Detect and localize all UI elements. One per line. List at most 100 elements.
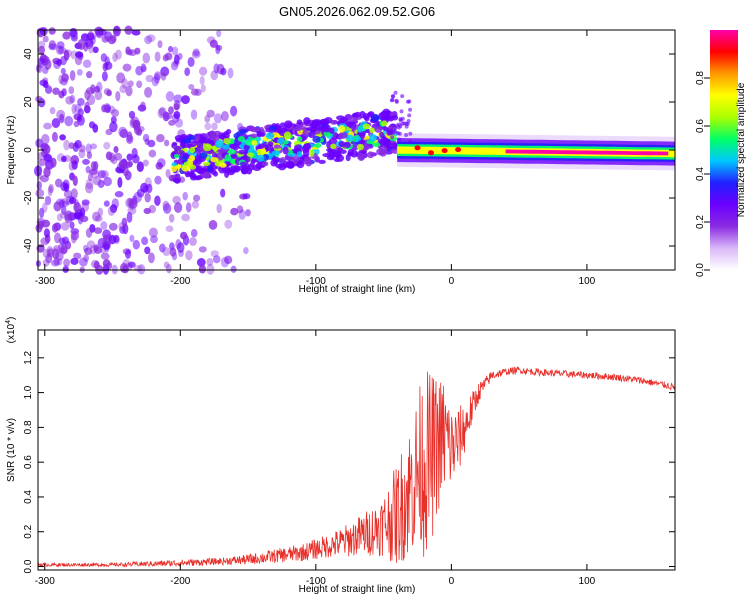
heatmap-cell [288,161,295,169]
heatmap-cell [391,94,396,99]
snr-panel: -300 -200 -100 0 100 0.0 0.2 0.4 0.6 0.8 1.0 1.2 H… [5,317,676,595]
heatmap-cell [51,131,58,142]
heatmap-cell [390,98,395,102]
heatmap-cell [144,246,151,255]
heatmap-cell [273,158,279,166]
colorbar-tick-label: 0.2 [695,215,706,229]
y-tick-label: 1.2 [23,350,34,364]
heatmap-cell [385,139,392,147]
heatmap-cell [100,252,110,260]
heatmap-cell [170,164,178,173]
heatmap-cell [111,108,119,118]
heatmap-cell [229,165,238,173]
heatmap-cell [64,115,74,127]
heatmap-cell [236,205,244,214]
heatmap-cell [63,258,71,267]
heatmap-cell [60,243,68,255]
heatmap-cell [94,90,103,101]
heatmap-cell [71,103,77,115]
heatmap-cell [162,200,170,211]
y-tick-label: 0.2 [23,524,34,538]
heatmap-cell [121,265,129,274]
heatmap-cell [372,142,381,148]
heatmap-cell [246,152,254,157]
heatmap-cell [188,83,195,91]
heatmap-cell [185,202,192,213]
heatmap-cell [296,136,303,142]
heatmap-cell [118,160,128,170]
heatmap-cell [265,132,275,140]
heatmap-cell [126,211,133,223]
heatmap-cell [68,86,75,95]
heatmap-cell [154,175,162,185]
heatmap-cell [279,157,287,163]
heatmap-cell [95,27,104,39]
heatmap-cell [199,133,208,140]
heatmap-cell [144,87,153,98]
heatmap-cell [198,246,207,253]
heatmap-cell [246,167,252,175]
heatmap-cell [275,163,284,169]
heatmap-cell [305,159,312,167]
spectrogram-x-label: Height of straight line (km) [299,284,416,295]
heatmap-cell [73,120,80,128]
heatmap-cell [125,46,131,55]
heatmap-cell [189,146,196,154]
heatmap-cell [359,110,366,119]
heatmap-cell [153,73,161,84]
heatmap-cell [61,197,70,206]
heatmap-cell [397,137,402,142]
y-tick-label: 0.0 [23,559,34,573]
heatmap-cell [56,109,66,121]
heatmap-cell [210,70,219,81]
heatmap-cell [338,141,346,147]
heatmap-cell [390,142,395,147]
heatmap-cell [177,52,183,60]
heatmap-cell [127,206,137,215]
heatmap-cell [256,154,265,162]
heatmap-cell [131,29,141,36]
heatmap-cell [86,71,93,79]
heatmap-cell [144,35,153,45]
heatmap-cell [122,63,132,72]
heatmap-cell [127,261,136,268]
heatmap-cell [109,121,118,133]
heatmap-cell [364,115,370,122]
heatmap-cell [389,115,394,120]
heatmap-cell [48,27,56,35]
colorbar-tick-label: 0.0 [695,263,706,277]
heatmap-cell [210,250,219,258]
heatmap-cell [92,46,99,54]
heatmap-cell [107,205,116,216]
heatmap-cell [56,213,63,222]
heatmap-cell [61,73,69,83]
heatmap-cell [213,130,222,136]
heatmap-cell [113,145,119,154]
heatmap-cell [126,153,133,161]
heatmap-cell [108,234,117,245]
heatmap-cell [176,242,185,254]
heatmap-cell [257,143,265,149]
heatmap-cell [157,40,163,49]
heatmap-cell [249,126,258,133]
heatmap-cell [109,204,118,213]
heatmap-cell [264,144,274,151]
heatmap-cell [154,71,162,81]
heatmap-cell [206,139,214,144]
heatmap-cell [368,133,377,142]
heatmap-cell [191,200,200,209]
heatmap-cell [42,35,49,43]
heatmap-cell [395,123,399,128]
heatmap-cell [77,108,84,117]
heatmap-cell [312,135,321,143]
heatmap-cell [70,233,77,244]
heatmap-cell [69,221,75,230]
heatmap-cell [84,38,94,50]
heatmap-cell [188,164,197,170]
coherent-line-peak [505,149,669,156]
heatmap-cell [89,143,98,150]
heatmap-cell [82,244,89,252]
heatmap-cell [178,150,185,156]
heatmap-cell [44,59,52,70]
heatmap-cell [118,126,128,138]
